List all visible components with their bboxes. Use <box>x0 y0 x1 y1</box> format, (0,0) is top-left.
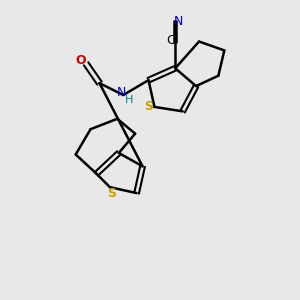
Text: S: S <box>145 100 154 113</box>
Text: N: N <box>174 15 184 28</box>
Text: H: H <box>125 95 134 105</box>
Text: O: O <box>75 54 86 67</box>
Text: N: N <box>117 86 127 99</box>
Text: C: C <box>167 34 175 47</box>
Text: S: S <box>107 187 116 200</box>
